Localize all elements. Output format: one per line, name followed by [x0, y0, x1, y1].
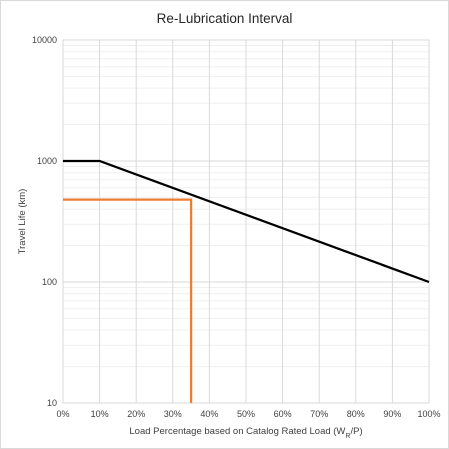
x-tick-label: 70% — [310, 409, 328, 419]
x-tick-label: 40% — [200, 409, 218, 419]
y-tick-label: 10 — [47, 398, 57, 408]
grid — [62, 39, 430, 404]
series-group — [63, 159, 430, 403]
y-tick-label: 10000 — [32, 35, 57, 45]
series-line-1 — [63, 159, 430, 284]
y-tick-label: 100 — [42, 277, 57, 287]
y-tick-label: 1000 — [37, 156, 57, 166]
chart-title: Re-Lubrication Interval — [157, 11, 293, 26]
x-tick-label: 20% — [127, 409, 145, 419]
x-axis-label-subscript: R — [345, 433, 350, 440]
y-axis-label: Travel Life (km) — [17, 189, 28, 255]
plot-area-border — [62, 39, 430, 404]
x-tick-label: 100% — [417, 409, 440, 419]
x-tick-label: 30% — [164, 409, 182, 419]
x-tick-label: 0% — [56, 409, 69, 419]
x-tick-label: 80% — [347, 409, 365, 419]
x-tick-label: 10% — [91, 409, 109, 419]
x-axis-ticks: 0% 10% 20% 30% 40% 50% 60% 70% 80% 90% 100% — [56, 409, 440, 419]
x-tick-label: 90% — [383, 409, 401, 419]
x-axis-label: Load Percentage based on Catalog Rated L… — [129, 426, 362, 440]
x-axis-label-prefix: Load Percentage based on Catalog Rated L… — [129, 426, 345, 437]
x-tick-label: 60% — [274, 409, 292, 419]
x-tick-label: 50% — [237, 409, 255, 419]
series-line-2 — [63, 198, 193, 403]
x-axis-label-suffix: /P) — [350, 426, 362, 437]
y-axis-ticks: 10 100 1000 10000 — [32, 35, 57, 408]
